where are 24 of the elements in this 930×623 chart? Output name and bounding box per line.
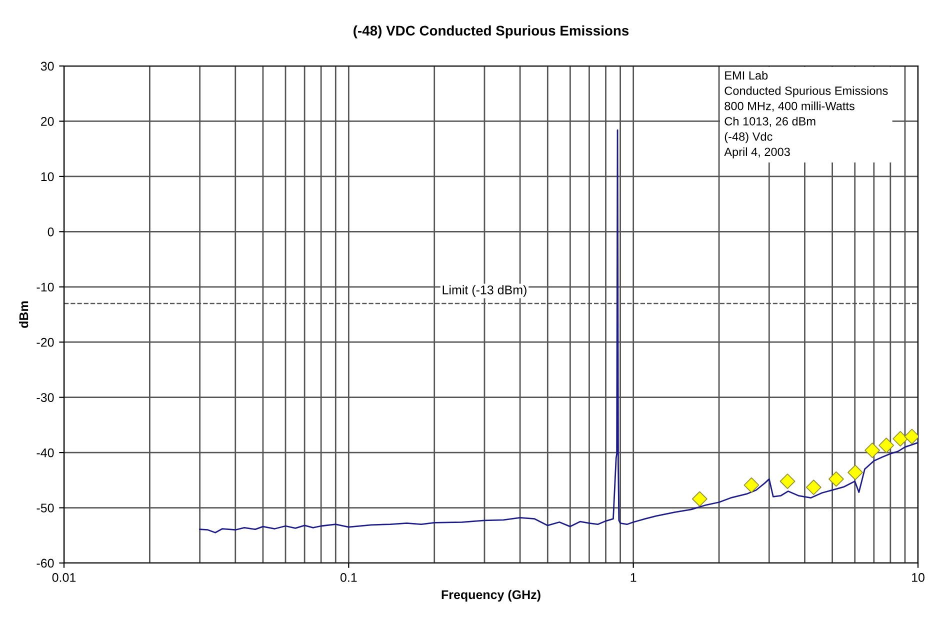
- annotation: (-48) Vdc: [724, 132, 772, 144]
- annotation: April 4, 2003: [724, 147, 790, 158]
- y-tick-label: -10: [36, 282, 54, 292]
- x-axis-title: Frequency (GHz): [442, 590, 540, 602]
- x-tick-label: 1: [630, 573, 636, 582]
- y-axis-title: dBm: [19, 301, 28, 328]
- y-tick-label: -50: [36, 504, 54, 512]
- annotation: Conducted Spurious Emissions: [724, 86, 888, 98]
- y-tick-label: 10: [41, 172, 54, 182]
- annotation: Ch 1013, 26 dBm: [724, 116, 816, 127]
- annotation: 800 MHz, 400 milli-Watts: [724, 102, 854, 112]
- x-tick-label: 0.1: [340, 573, 357, 582]
- annotation: EMI Lab: [725, 70, 768, 80]
- y-tick-label: -40: [36, 448, 54, 458]
- y-tick-label: 30: [40, 62, 54, 71]
- y-tick-label: 20: [41, 117, 54, 126]
- x-tick-label: 10: [912, 573, 924, 582]
- y-tick-label: -20: [36, 338, 54, 347]
- y-tick-label: -30: [36, 393, 54, 402]
- y-tick-label: -60: [36, 558, 54, 568]
- ref-line-label: Limit (-13 dBm): [442, 285, 526, 297]
- chart-title: (-48) VDC Conducted Spurious Emissions: [354, 25, 629, 38]
- x-tick-label: 0.01: [52, 573, 76, 582]
- y-tick-label: 0: [48, 227, 54, 236]
